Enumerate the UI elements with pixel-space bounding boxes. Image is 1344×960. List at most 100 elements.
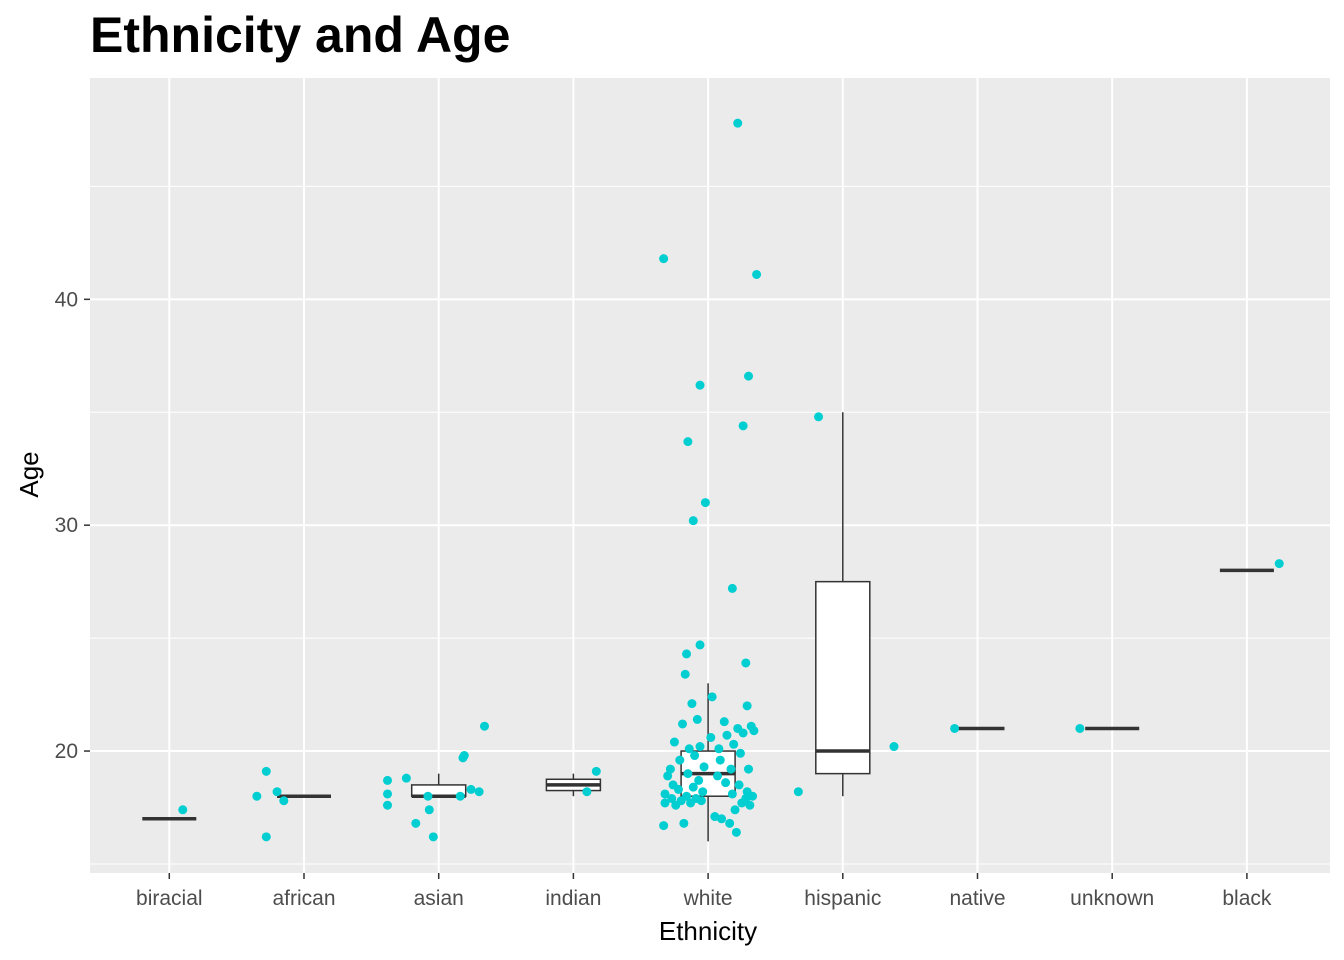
jitter-points — [178, 118, 1284, 842]
data-point — [424, 805, 434, 815]
data-point — [889, 742, 899, 752]
data-point — [738, 728, 748, 738]
x-tick-label: black — [1222, 887, 1272, 910]
data-point — [663, 771, 673, 781]
data-point — [814, 412, 824, 422]
data-point — [738, 421, 748, 431]
data-point — [950, 723, 960, 733]
data-point — [423, 791, 433, 801]
data-point — [690, 751, 700, 761]
data-point — [683, 437, 693, 447]
data-point — [742, 701, 752, 711]
data-point — [261, 832, 271, 842]
data-point — [744, 371, 754, 381]
boxplot-indian — [545, 773, 602, 797]
data-point — [733, 118, 743, 128]
data-point — [752, 269, 762, 279]
data-point — [719, 717, 729, 727]
data-point — [745, 800, 755, 810]
data-point — [682, 649, 692, 659]
y-tick-label: 20 — [55, 740, 78, 763]
data-point — [679, 818, 689, 828]
data-point — [178, 805, 188, 815]
data-point — [730, 805, 740, 815]
data-point — [659, 254, 669, 264]
data-point — [411, 818, 421, 828]
data-point — [667, 793, 677, 803]
data-point — [680, 669, 690, 679]
data-point — [1075, 723, 1085, 733]
x-tick-label: hispanic — [804, 887, 881, 910]
y-tick-label: 40 — [55, 288, 78, 311]
data-point — [688, 516, 698, 526]
x-tick-label: biracial — [136, 887, 203, 910]
data-point — [591, 766, 601, 776]
data-point — [684, 744, 694, 754]
data-point — [717, 814, 727, 824]
box-iqr — [815, 580, 871, 775]
data-point — [466, 784, 476, 794]
data-point — [749, 726, 759, 736]
data-point — [669, 737, 679, 747]
data-point — [731, 827, 741, 837]
data-point — [707, 692, 717, 702]
data-point — [694, 775, 704, 785]
data-point — [714, 744, 724, 754]
data-point — [695, 640, 705, 650]
data-point — [401, 773, 411, 783]
x-tick-label: unknown — [1070, 887, 1154, 910]
data-point — [455, 791, 465, 801]
data-point — [721, 778, 731, 788]
data-point — [748, 791, 758, 801]
x-axis-title: Ethnicity — [659, 916, 757, 946]
data-point — [383, 775, 393, 785]
data-point — [261, 766, 271, 776]
data-point — [660, 789, 670, 799]
chart-title: Ethnicity and Age — [90, 7, 511, 63]
data-point — [383, 800, 393, 810]
data-point — [696, 796, 706, 806]
grid-lines — [90, 78, 1330, 873]
data-point — [734, 780, 744, 790]
data-point — [727, 789, 737, 799]
data-point — [682, 791, 692, 801]
data-point — [272, 787, 282, 797]
y-tick-label: 30 — [55, 514, 78, 537]
data-point — [673, 784, 683, 794]
data-point — [722, 730, 732, 740]
data-point — [695, 380, 705, 390]
data-point — [383, 789, 393, 799]
data-point — [582, 787, 592, 797]
data-point — [252, 791, 262, 801]
data-point — [659, 821, 669, 831]
data-point — [678, 719, 688, 729]
data-point — [735, 748, 745, 758]
boxplot-hispanic — [815, 412, 871, 797]
data-point — [695, 742, 705, 752]
data-point — [741, 658, 751, 668]
data-point — [1274, 559, 1284, 569]
data-point — [713, 771, 723, 781]
data-point — [688, 782, 698, 792]
data-point — [279, 796, 289, 806]
data-point — [660, 798, 670, 808]
data-point — [683, 769, 693, 779]
data-point — [729, 739, 739, 749]
data-point — [726, 764, 736, 774]
data-point — [699, 762, 709, 772]
data-point — [727, 583, 737, 593]
data-point — [665, 764, 675, 774]
x-tick-label: indian — [545, 887, 601, 910]
x-tick-label: native — [949, 887, 1005, 910]
data-point — [479, 721, 489, 731]
data-point — [698, 787, 708, 797]
data-point — [474, 787, 484, 797]
data-point — [692, 714, 702, 724]
axes: 20 30 40 biracial african asian indian white his… — [55, 288, 1272, 910]
data-point — [428, 832, 438, 842]
data-point — [706, 732, 716, 742]
data-point — [715, 755, 725, 765]
x-tick-label: asian — [414, 887, 464, 910]
x-tick-label: white — [683, 887, 733, 910]
